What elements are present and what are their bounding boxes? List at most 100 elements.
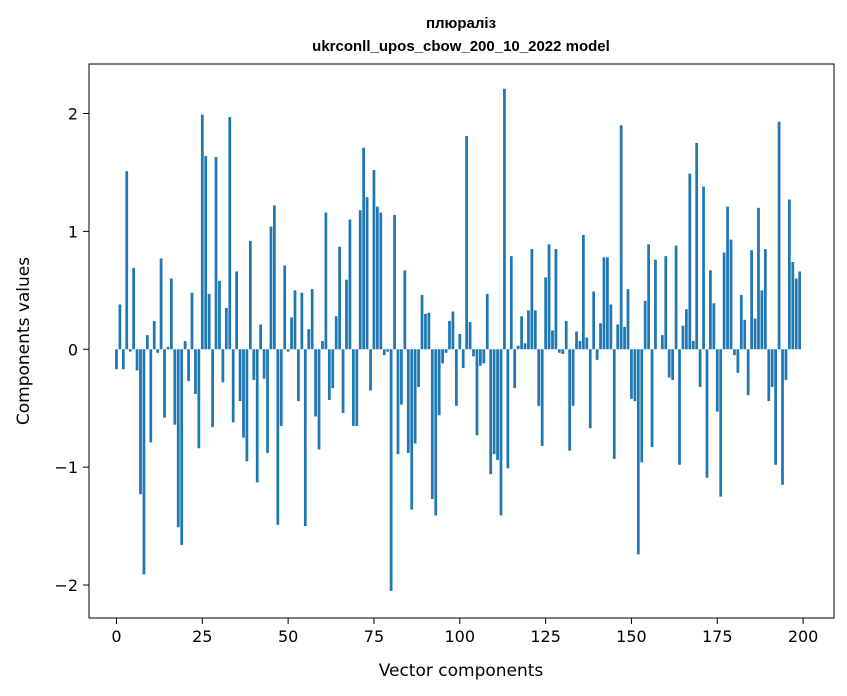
- bar-135: [578, 341, 582, 350]
- bar-163: [674, 245, 678, 350]
- bar-3: [125, 171, 129, 350]
- bar-47: [276, 349, 280, 525]
- bar-98: [451, 311, 455, 350]
- bar-162: [671, 349, 675, 380]
- x-tick-label: 75: [364, 627, 384, 646]
- bar-39: [248, 240, 252, 350]
- bar-88: [417, 349, 420, 387]
- bar-104: [472, 349, 475, 357]
- bar-70: [355, 349, 359, 426]
- bar-108: [485, 293, 489, 350]
- bar-97: [448, 320, 451, 350]
- bar-180: [733, 349, 736, 356]
- bar-117: [516, 345, 520, 350]
- bar-36: [238, 349, 242, 402]
- bar-102: [465, 135, 469, 350]
- bar-94: [437, 349, 441, 416]
- bars-group: [115, 88, 802, 591]
- bar-182: [739, 295, 743, 350]
- bar-169: [695, 142, 699, 350]
- bar-152: [636, 349, 640, 555]
- bar-95: [441, 349, 444, 364]
- bar-138: [588, 349, 592, 429]
- bar-153: [640, 349, 644, 463]
- bar-27: [207, 293, 211, 350]
- bar-195: [784, 349, 788, 380]
- bar-57: [310, 289, 314, 350]
- bar-199: [798, 271, 802, 350]
- bar-23: [194, 349, 197, 395]
- bar-67: [345, 279, 348, 350]
- bar-28: [211, 349, 214, 428]
- x-tick-label: 200: [788, 627, 819, 646]
- bar-99: [454, 349, 458, 406]
- bar-9: [145, 335, 149, 350]
- bar-194: [781, 349, 784, 485]
- bar-75: [372, 170, 376, 350]
- bar-160: [664, 256, 668, 350]
- bar-16: [170, 278, 173, 350]
- bar-171: [702, 186, 705, 350]
- bar-51: [290, 317, 293, 350]
- bar-4: [128, 349, 132, 352]
- bar-110: [492, 349, 496, 455]
- y-tick-label: −2: [54, 576, 78, 595]
- bar-155: [647, 244, 650, 350]
- x-axis-label: Vector components: [379, 661, 544, 681]
- bar-164: [678, 349, 681, 465]
- bar-125: [544, 277, 547, 350]
- bar-157: [654, 259, 657, 350]
- bar-55: [303, 349, 307, 527]
- bar-33: [228, 117, 232, 350]
- bar-26: [204, 155, 208, 350]
- bar-77: [379, 212, 383, 350]
- bar-12: [156, 349, 160, 353]
- bar-20: [183, 341, 187, 350]
- bar-65: [338, 246, 341, 350]
- bar-82: [396, 349, 400, 455]
- bar-142: [602, 257, 606, 350]
- bar-68: [348, 219, 352, 350]
- bar-179: [729, 239, 733, 350]
- x-axis: 0 25 50 75 100 125 150 175 200: [111, 618, 818, 646]
- bar-121: [530, 249, 534, 350]
- bar-106: [479, 349, 482, 366]
- bar-193: [777, 121, 781, 350]
- bar-44: [266, 349, 269, 453]
- bar-192: [774, 349, 778, 465]
- bar-148: [623, 326, 626, 350]
- bar-173: [709, 270, 712, 350]
- bar-103: [468, 322, 472, 350]
- bar-49: [283, 265, 287, 350]
- bar-30: [218, 280, 221, 350]
- bar-105: [475, 349, 479, 436]
- bar-134: [575, 331, 578, 350]
- bar-161: [667, 349, 671, 378]
- x-tick-label: 25: [192, 627, 212, 646]
- bar-178: [726, 206, 729, 350]
- y-axis: −2 −1 0 1 2: [54, 105, 89, 595]
- bar-66: [341, 349, 345, 413]
- bar-80: [389, 349, 393, 591]
- bar-123: [537, 349, 541, 406]
- bar-196: [788, 199, 791, 350]
- bar-107: [482, 349, 486, 364]
- bar-21: [187, 349, 190, 382]
- bar-139: [592, 291, 596, 350]
- bar-0: [115, 349, 118, 370]
- y-tick-label: −1: [54, 458, 78, 477]
- x-tick-label: 175: [702, 627, 733, 646]
- bar-15: [166, 346, 170, 350]
- bar-114: [506, 349, 510, 469]
- bar-185: [750, 250, 753, 350]
- bar-116: [513, 349, 517, 389]
- bar-126: [547, 244, 551, 350]
- bar-143: [606, 257, 609, 350]
- bar-37: [242, 349, 245, 438]
- bar-52: [293, 290, 297, 350]
- bar-61: [324, 212, 328, 350]
- bar-29: [214, 157, 218, 350]
- bar-111: [496, 349, 499, 461]
- bar-18: [176, 349, 180, 528]
- bar-133: [571, 349, 575, 406]
